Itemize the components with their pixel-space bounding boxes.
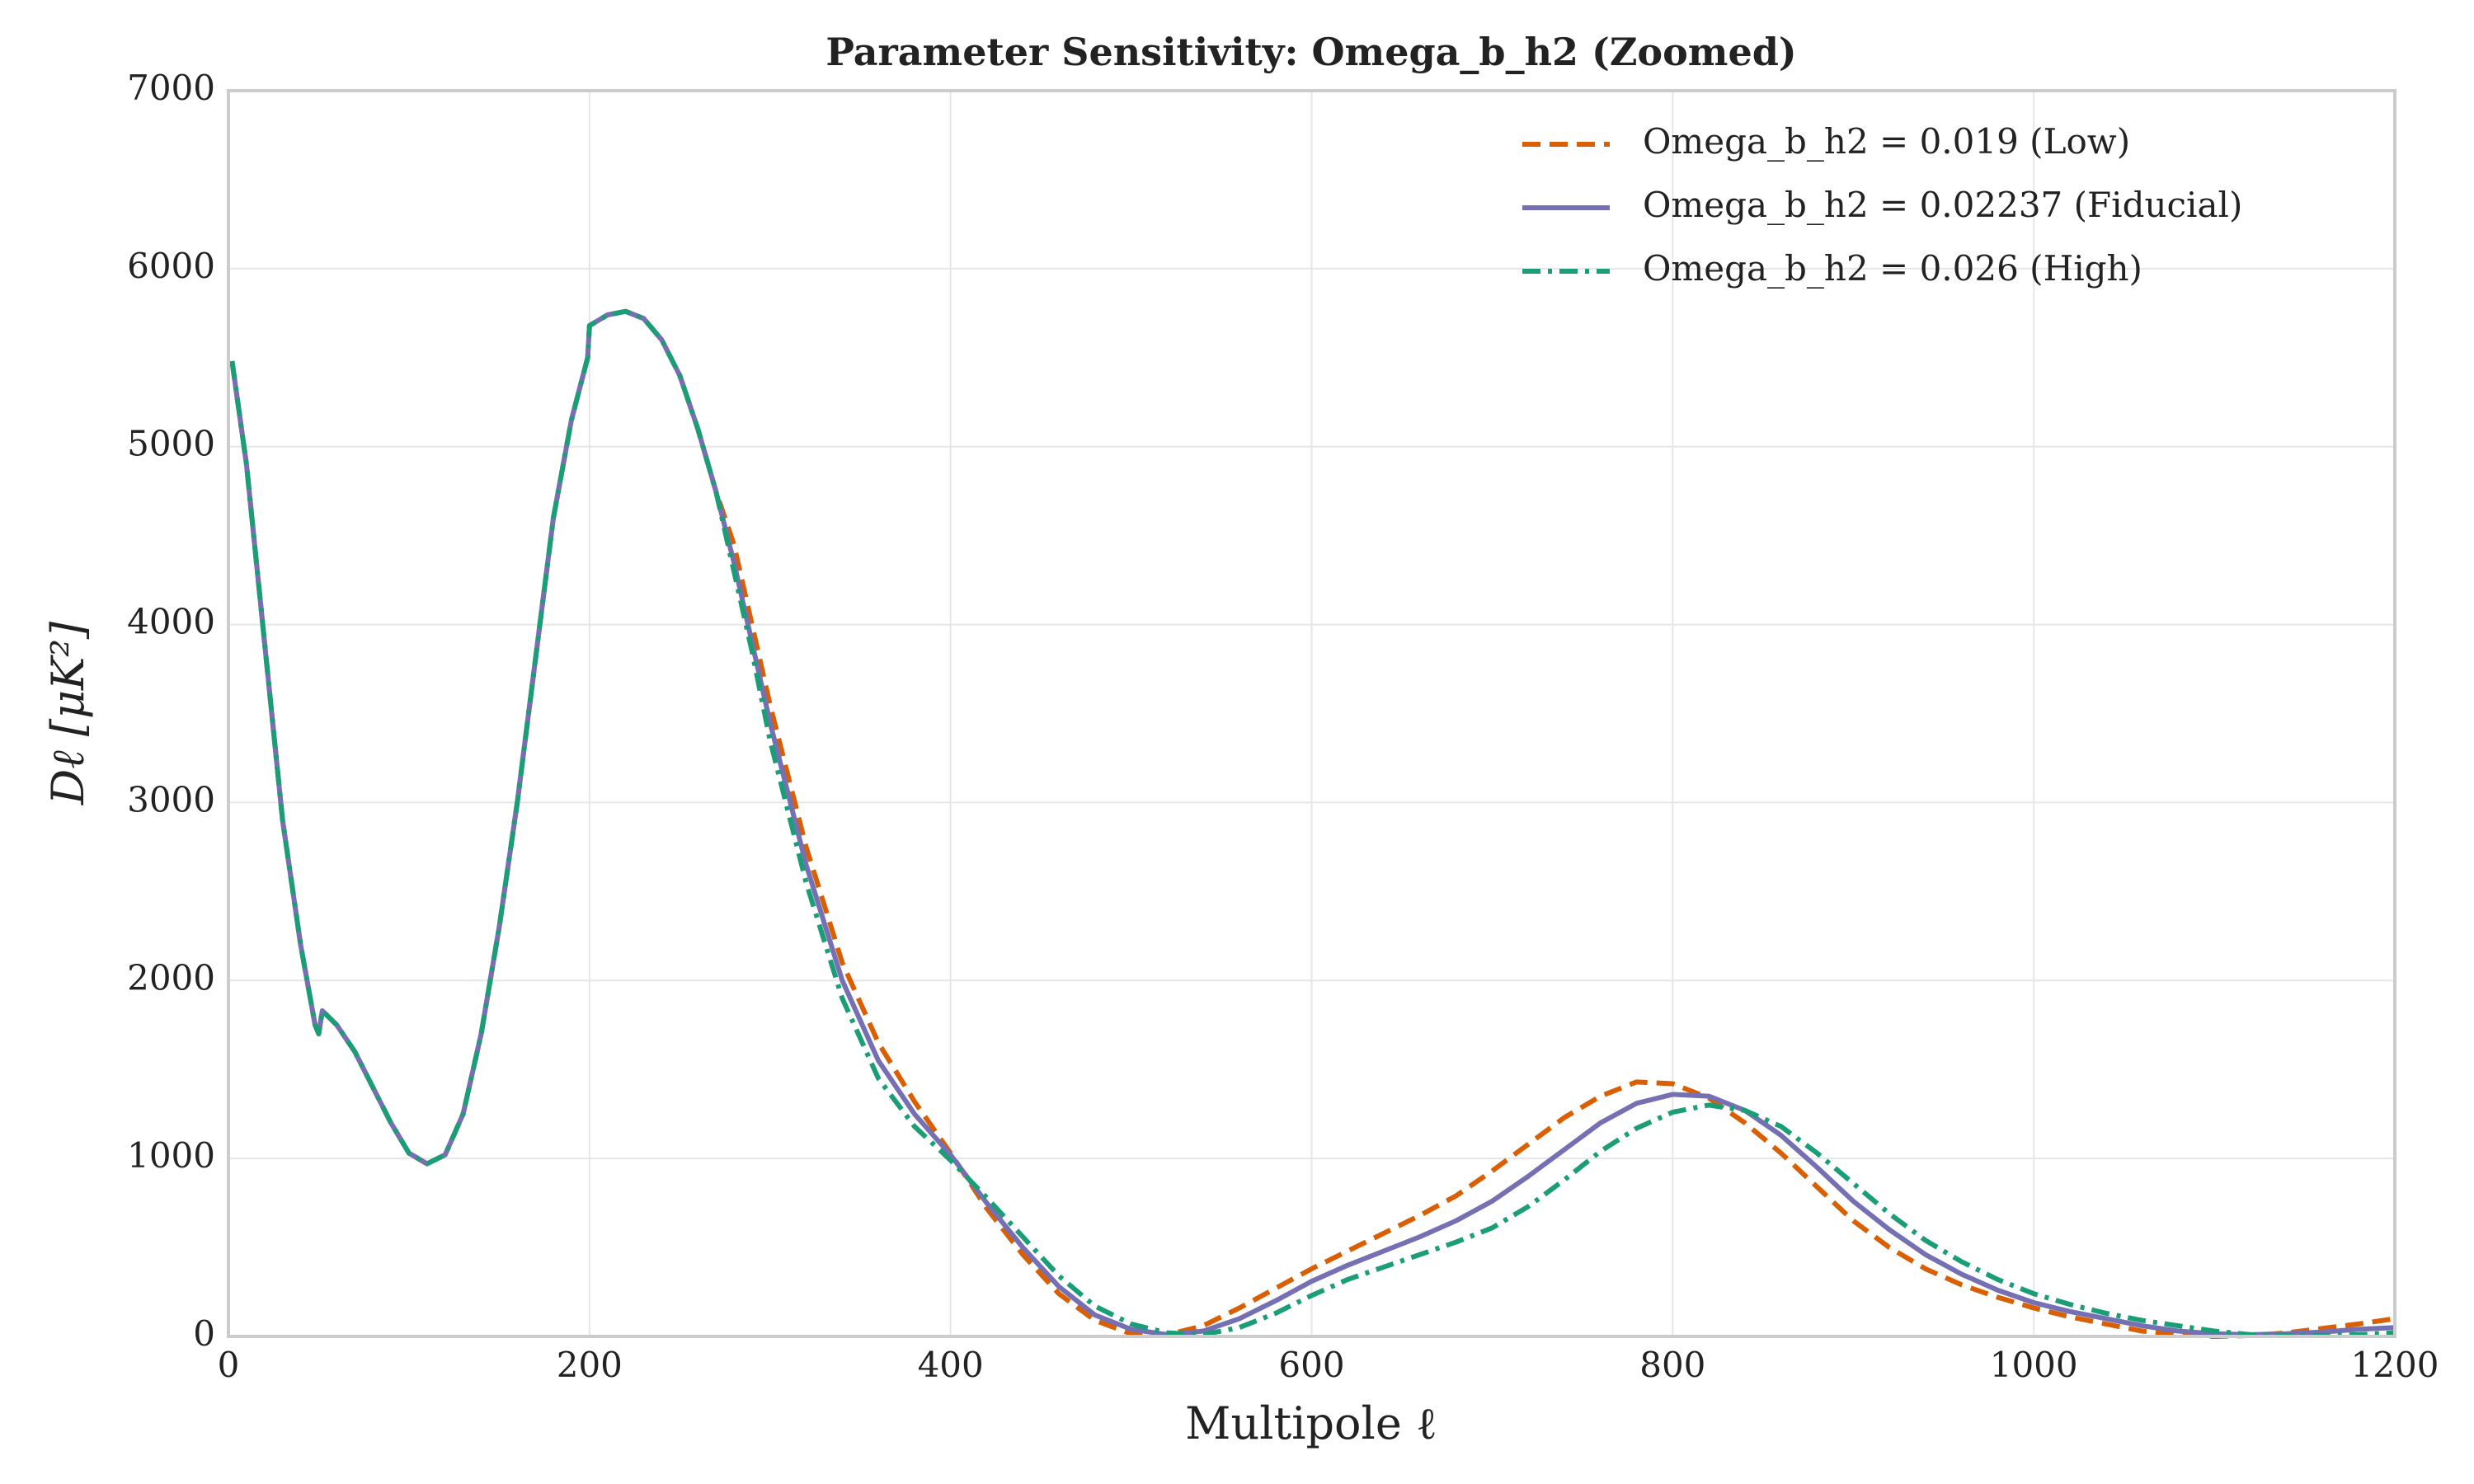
y-tick-label: 3000 [127, 779, 215, 819]
x-tick-label: 0 [218, 1345, 240, 1385]
x-tick-label: 200 [557, 1345, 623, 1385]
y-tick-label: 0 [193, 1313, 215, 1354]
plot-frame [227, 89, 2396, 1338]
x-tick-label: 400 [918, 1345, 984, 1385]
y-tick-label: 6000 [127, 246, 215, 286]
y-tick-label: 4000 [127, 602, 215, 642]
y-tick-label: 7000 [127, 68, 215, 108]
series-line [229, 308, 2396, 1339]
y-tick-label: 5000 [127, 424, 215, 464]
x-tick-label: 1200 [2351, 1345, 2439, 1385]
series-line [229, 308, 2396, 1338]
x-axis-label: Multipole ℓ [1185, 1397, 1437, 1449]
legend-label: Omega_b_h2 = 0.026 (High) [1643, 248, 2142, 289]
legend-label: Omega_b_h2 = 0.02237 (Fiducial) [1643, 185, 2242, 225]
chart-title: Parameter Sensitivity: Omega_b_h2 (Zoome… [825, 30, 1796, 74]
legend-label: Omega_b_h2 = 0.019 (Low) [1643, 121, 2130, 162]
y-tick-label: 2000 [127, 957, 215, 998]
x-tick-label: 600 [1278, 1345, 1344, 1385]
y-axis-label: Dℓ [μK²] [42, 621, 94, 805]
y-tick-label: 1000 [127, 1135, 215, 1176]
x-tick-label: 1000 [1990, 1345, 2078, 1385]
x-tick-label: 800 [1639, 1345, 1705, 1385]
